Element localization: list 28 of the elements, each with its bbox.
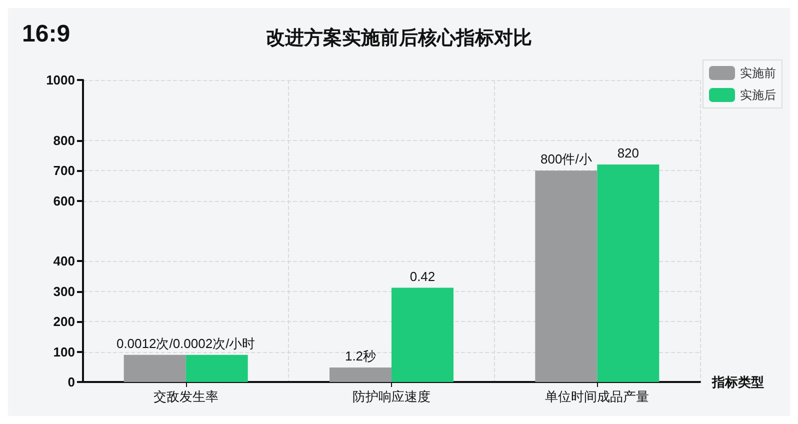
annotation: 1.2秒 (344, 348, 376, 364)
y-tick-label: 400 (53, 254, 75, 269)
bar (124, 354, 186, 382)
legend-label: 实施前 (740, 66, 776, 80)
bar (535, 170, 598, 382)
y-tick-label: 700 (53, 163, 75, 178)
x-axis-title: 指标类型 (711, 374, 764, 390)
annotation: 0.0012次/0.0002次/小时 (116, 336, 256, 351)
bar (392, 288, 454, 382)
y-tick-label: 800 (53, 132, 75, 148)
bar (330, 368, 392, 382)
x-tick-label: 防护响应速度 (352, 389, 430, 404)
annotation: 0.42 (410, 268, 436, 284)
chart-title: 改进方案实施前后核心指标对比 (266, 27, 532, 49)
x-tick-label: 单位时间成品产量 (545, 389, 650, 404)
y-tick-label: 100 (53, 344, 75, 360)
annotation: 820 (617, 146, 640, 161)
x-tick-label: 交敌发生率 (153, 389, 218, 404)
annotation: 800件/小 (540, 152, 592, 167)
y-tick-label: 0 (68, 374, 75, 390)
y-tick-label: 1000 (46, 72, 75, 88)
y-tick-label: 600 (53, 193, 75, 208)
legend-label: 实施后 (740, 88, 776, 102)
y-tick-label: 200 (53, 314, 75, 330)
y-tick-label: 300 (53, 284, 75, 299)
bar (186, 354, 248, 382)
bar (597, 164, 660, 382)
text: 16:9 (22, 20, 70, 48)
